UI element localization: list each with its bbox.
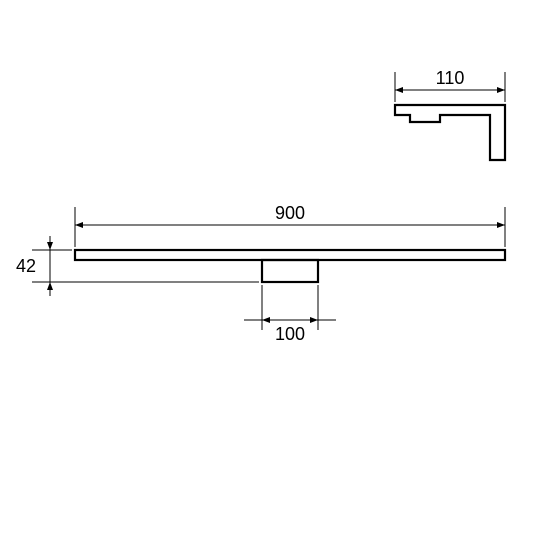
side-view-outline	[395, 105, 505, 160]
dimension-label: 100	[275, 324, 305, 344]
dimension-label: 900	[275, 203, 305, 223]
dimension-label: 42	[16, 256, 36, 276]
dimension-label: 110	[436, 68, 465, 88]
front-bar	[75, 250, 505, 260]
mount-block	[262, 260, 318, 282]
